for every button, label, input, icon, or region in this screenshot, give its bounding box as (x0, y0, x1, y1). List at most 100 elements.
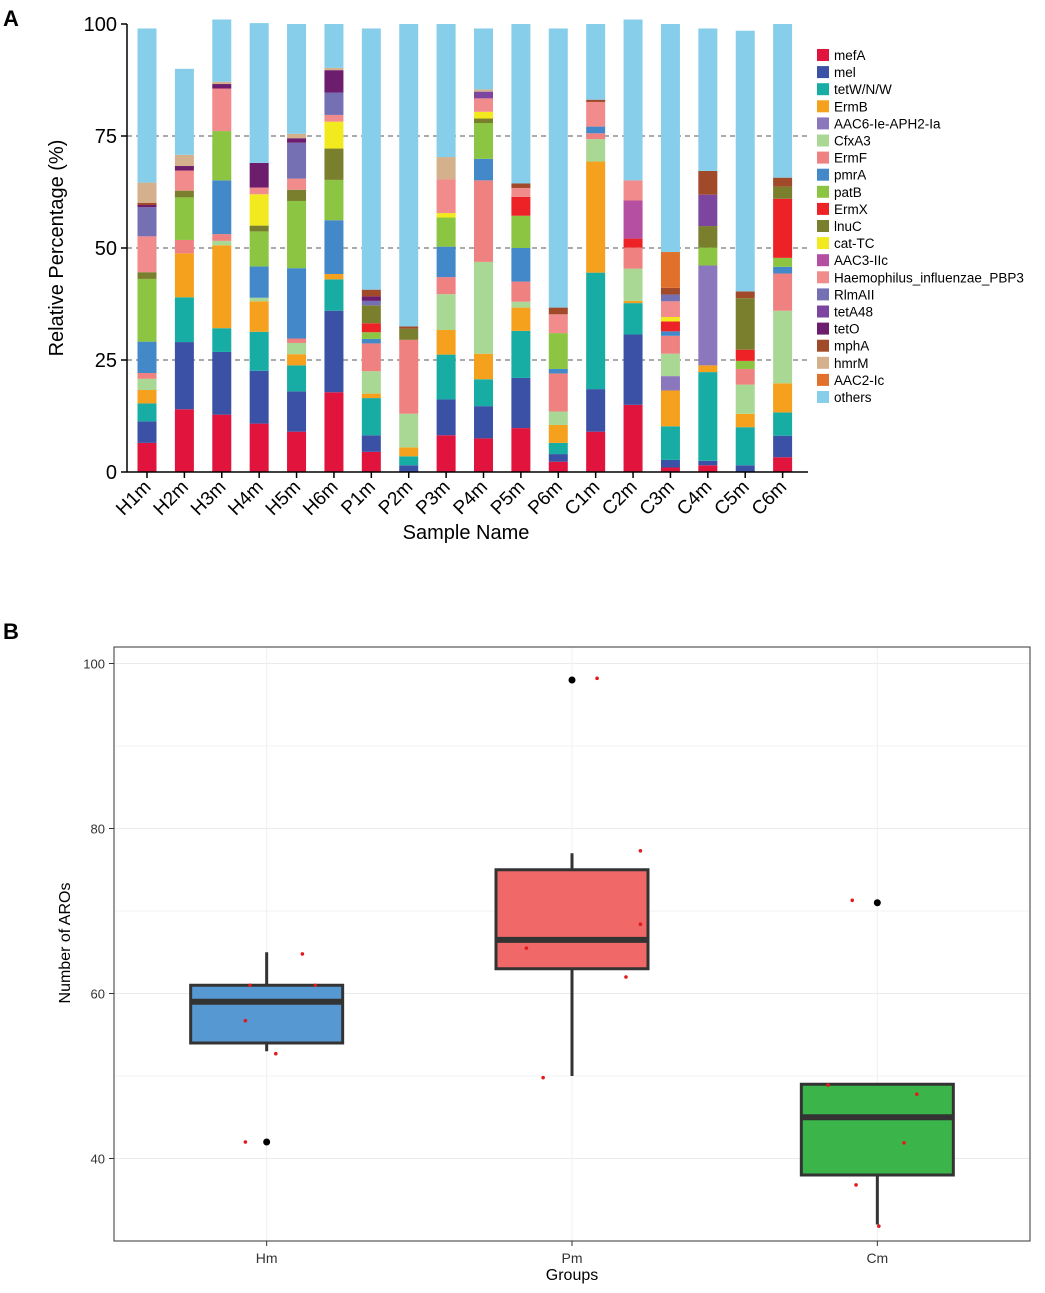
bar-segment-H6m-patB (324, 179, 344, 221)
box-Cm-iqr (799, 1082, 955, 1177)
bar-segment-C6m-mphA (773, 177, 793, 187)
legend-label-others: others (834, 390, 872, 405)
bar-segment-P1m-lnuC (361, 305, 381, 324)
bar-segment-H4m-patB (249, 231, 269, 267)
bar-segment-C1m-ErmB (586, 161, 606, 273)
legend-label-mel: mel (834, 65, 856, 80)
legend-swatch-lnuC (817, 220, 829, 232)
bar-segment-P5m-patB (511, 215, 531, 248)
bar-segment-P3m-mefA (436, 435, 456, 472)
panel-b-label: B (3, 619, 19, 644)
bar-stack-P2m (399, 24, 419, 472)
bar-stack-C2m (623, 19, 643, 472)
bar-segment-P1m-others (361, 28, 381, 290)
bar-segment-H6m-lnuC (324, 148, 344, 180)
panel-a-x-tick-label-P6m: P6m (524, 477, 566, 519)
legend-swatch-CfxA3 (817, 134, 829, 147)
legend-swatch-tetO (817, 322, 829, 335)
panel-a-y-tick-label-100: 100 (84, 14, 117, 36)
bar-segment-H3m-tetW-N-W (212, 328, 232, 352)
bar-stack-C4m (698, 28, 718, 472)
jitter-point-Hm-1 (243, 1018, 248, 1023)
legend-swatch-ErmX (817, 202, 829, 215)
panel-b-jitter-points (243, 676, 919, 1228)
bar-segment-P1m-mphA (361, 289, 381, 297)
bar-segment-H5m-tetW-N-W (287, 365, 307, 392)
bar-segment-P6m-pmrA (548, 368, 568, 374)
bar-segment-H2m-hmrM (174, 154, 194, 167)
panel-a-x-tick-label-C5m: C5m (711, 477, 754, 520)
bar-segment-H5m-pmrA (287, 268, 307, 339)
panel-a-x-tick-label-C1m: C1m (561, 477, 604, 520)
panel-a-x-tick-label-H4m: H4m (224, 477, 267, 520)
legend-label-AAC3-IIc: AAC3-IIc (834, 253, 888, 268)
bar-segment-P4m-ErmB (474, 353, 493, 380)
jitter-point-Cm-12 (826, 1083, 830, 1087)
bar-segment-C4m-tetW-N-W (698, 372, 718, 461)
box-Pm (494, 676, 650, 1076)
bar-segment-C3m-tetW-N-W (660, 426, 680, 460)
bar-segment-C6m-mefA (773, 457, 793, 472)
bar-segment-C1m-mphA (586, 99, 606, 102)
jitter-point-Cm-15 (877, 1224, 881, 1228)
bar-stack-P6m (548, 28, 568, 472)
bar-segment-P6m-others (548, 28, 568, 308)
bar-segment-C3m-AAC2-Ic (660, 252, 680, 288)
bar-segment-H5m-mefA (287, 431, 307, 472)
bar-segment-P5m-ErmF (511, 281, 531, 302)
legend-label-tetW-N-W: tetW/N/W (834, 82, 892, 97)
bar-segment-C5m-mphA (735, 291, 755, 299)
bar-segment-C3m-ErmF (660, 335, 680, 354)
jitter-point-Pm-9 (624, 975, 628, 979)
panel-b-x-ticks: Hm Pm Cm (256, 1241, 888, 1266)
legend-swatch-hmrM (817, 356, 829, 369)
bar-segment-C2m-tetW-N-W (623, 303, 643, 335)
legend-swatch-ErmF (817, 151, 829, 164)
jitter-point-Cm-16 (902, 1141, 906, 1145)
panel-a-x-tick-label-P2m: P2m (375, 477, 417, 519)
bar-segment-C6m-ErmF (773, 273, 793, 311)
panel-b-box-plot: B 40 60 80 100 Hm Pm Cm Number of AROs Groups (3, 619, 1031, 1284)
bar-segment-P6m-CfxA3 (548, 411, 568, 425)
bar-segment-H6m-cat-TC (324, 121, 344, 149)
bar-segment-H6m-tetW-N-W (324, 279, 344, 311)
bar-segment-H3m-ErmB (212, 245, 232, 329)
legend-label-RlmAII: RlmAII (834, 287, 875, 302)
bar-segment-C2m-ErmB (623, 300, 643, 304)
panel-b-x-axis-title: Groups (546, 1267, 598, 1284)
bar-segment-P5m-pmrA (511, 248, 531, 282)
bar-segment-H1m-CfxA3 (137, 378, 157, 391)
bar-stack-H5m (287, 24, 307, 472)
jitter-point-Cm-17 (915, 1092, 919, 1096)
bar-segment-H6m-mefA (324, 392, 344, 472)
bar-segment-H3m-mel (212, 351, 232, 415)
bar-segment-P6m-mphA (548, 307, 568, 315)
bar-segment-H2m-lnuC (174, 190, 194, 198)
bar-segment-C5m-mel (735, 465, 755, 472)
bar-segment-C2m-mel (623, 334, 643, 405)
jitter-point-Hm-3 (273, 1051, 278, 1056)
bar-segment-H1m-mel (137, 421, 157, 443)
bar-segment-P3m-ErmB (436, 329, 456, 355)
bar-segment-P4m-others (474, 28, 493, 90)
bar-segment-H1m-tetW-N-W (137, 403, 157, 422)
bar-segment-P6m-tetW-N-W (548, 442, 568, 455)
bar-segment-P5m-tetW-N-W (511, 330, 531, 378)
panel-b-y-axis-title: Number of AROs (57, 883, 74, 1004)
panel-a-x-tick-label-C6m: C6m (748, 477, 791, 520)
bar-segment-P2m-ErmF (399, 339, 419, 414)
bar-segment-H4m-mel (249, 370, 269, 424)
legend-swatch-mphA (817, 339, 829, 352)
panel-a-y-tick-label-50: 50 (95, 238, 117, 260)
bar-segment-H4m-mefA (249, 423, 269, 472)
bar-segment-P5m-ErmX (511, 196, 531, 216)
bar-segment-H5m-ErmF (287, 338, 307, 343)
bar-segment-P5m-mefA (511, 428, 531, 472)
bar-segment-C3m-RlmAII (660, 294, 680, 302)
bar-segment-C3m-CfxA3 (660, 353, 680, 377)
bar-segment-P4m-cat-TC (474, 111, 493, 119)
bar-segment-P6m-Haemophilus-influenzae-PBP3 (548, 314, 568, 334)
bar-segment-H5m-CfxA3 (287, 342, 307, 355)
panel-a-y-ticks: 0 25 50 75 100 (84, 14, 127, 484)
bar-segment-H4m-Haemophilus-influenzae-PBP3 (249, 187, 269, 195)
